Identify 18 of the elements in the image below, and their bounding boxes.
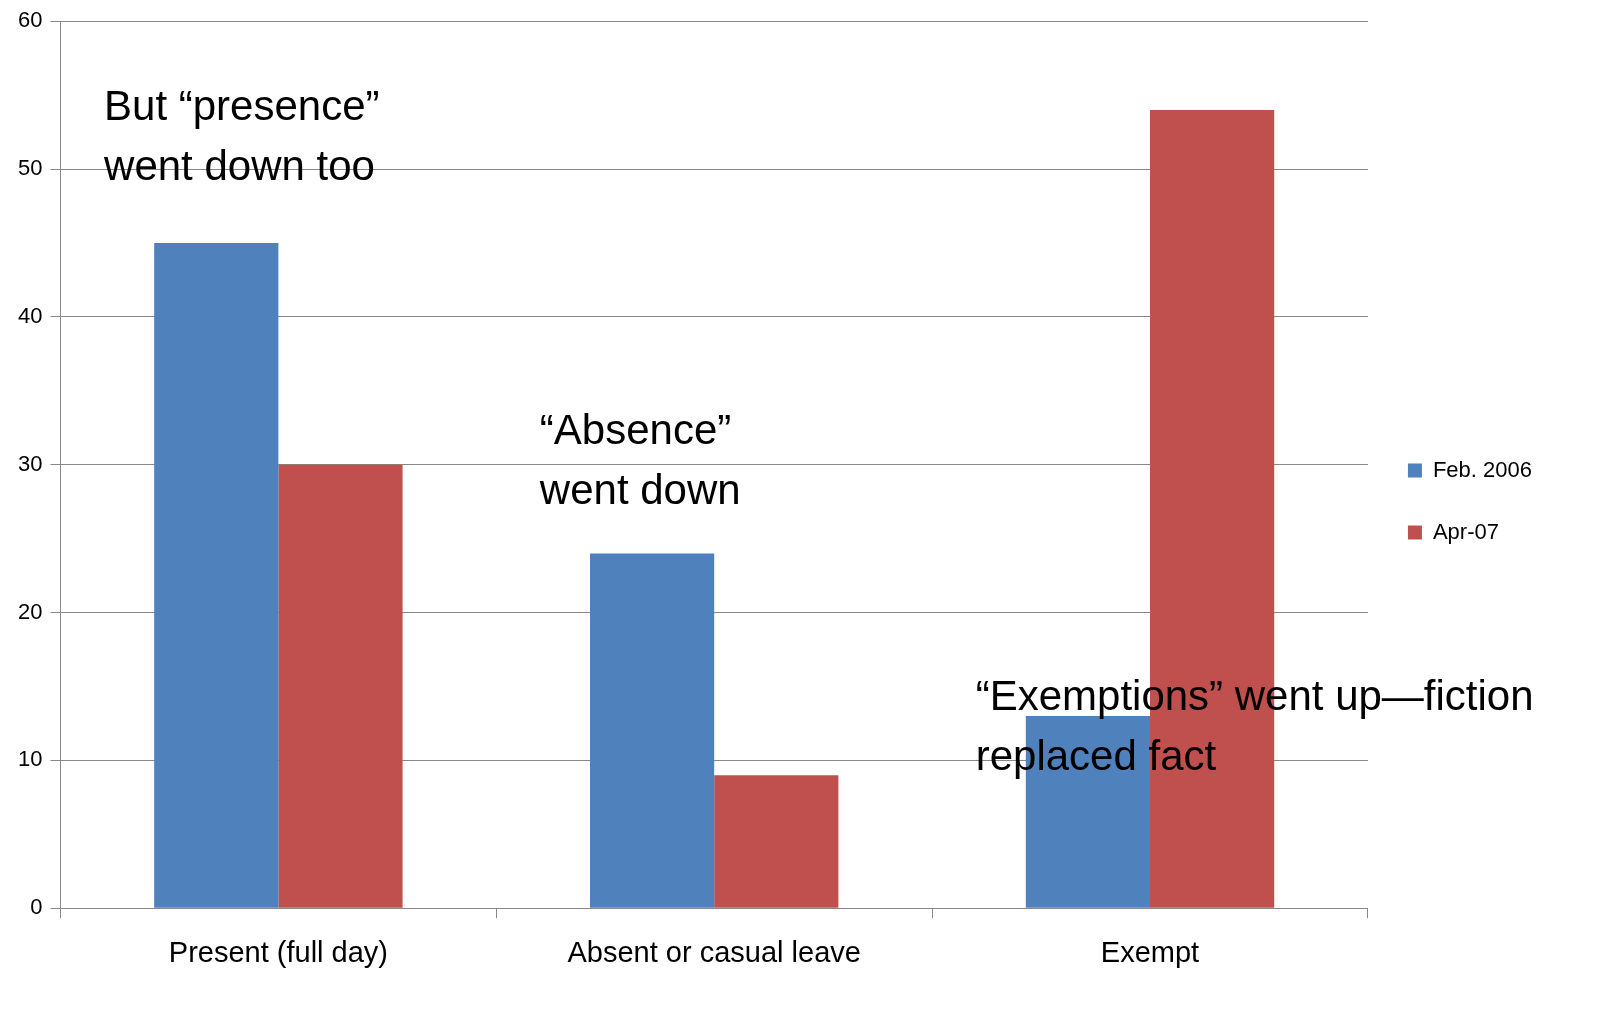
bar: [714, 775, 839, 908]
x-tick-label: Exempt: [1100, 935, 1200, 968]
x-tick-label: Absent or casual leave: [567, 935, 861, 968]
y-tick-label: 0: [30, 894, 43, 920]
bar: [154, 242, 279, 908]
y-tick-label: 40: [17, 302, 43, 328]
y-tick-label: 50: [17, 155, 43, 181]
legend-label: Feb. 2006: [1432, 456, 1532, 482]
y-tick-label: 30: [17, 450, 43, 476]
annotation: But “presence” went down too: [103, 82, 380, 190]
bar: [278, 464, 403, 908]
bar: [589, 553, 715, 908]
x-tick-label: Present (full day): [168, 935, 388, 968]
y-tick-label: 10: [17, 746, 43, 772]
y-tick-label: 20: [17, 598, 43, 624]
legend-label: Apr-07: [1432, 518, 1499, 544]
annotation: “Absence” went down: [538, 406, 741, 514]
y-tick-label: 60: [17, 7, 43, 33]
